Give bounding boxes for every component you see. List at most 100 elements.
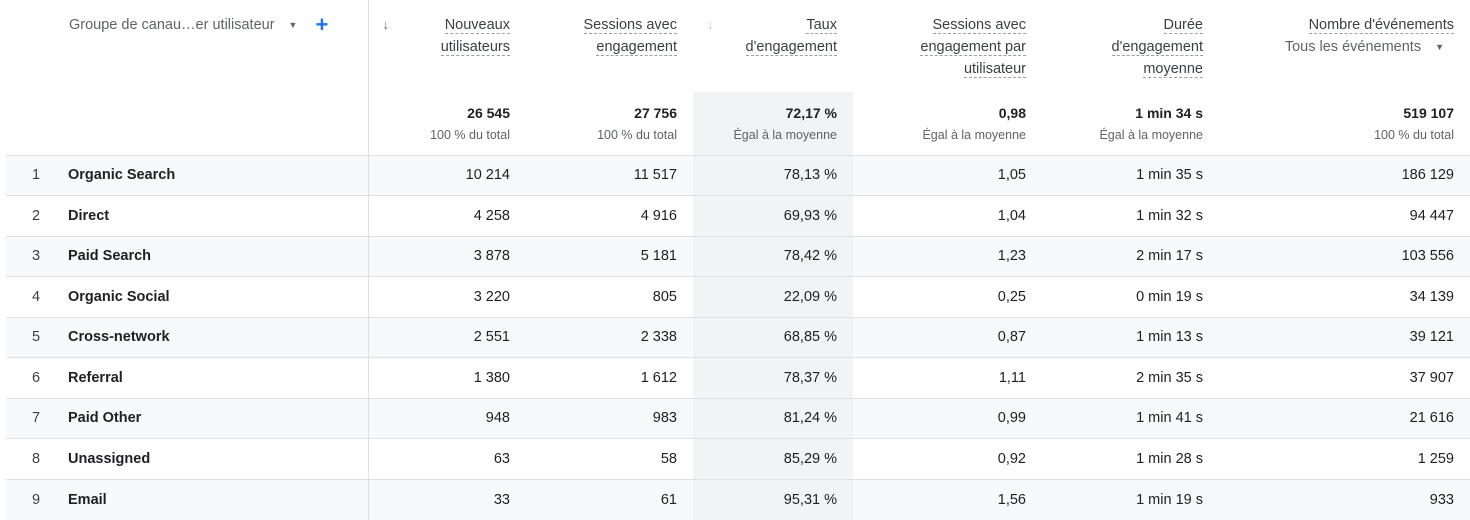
dimension-label: Groupe de canau…er utilisateur (69, 17, 275, 33)
metric-cell: 61 (526, 478, 693, 520)
metric-cell: 1,11 (853, 357, 1042, 398)
channel-label: Cross-network (68, 329, 170, 346)
total-value: 27 756 (634, 105, 677, 121)
column-header-engaged-sessions-per-user[interactable]: Sessions avec engagement par utilisateur (920, 17, 1026, 78)
metric-cell: 22,09 % (693, 276, 853, 317)
metric-cell: 1,04 (853, 195, 1042, 236)
table-row[interactable]: 5 Cross-network 2 551 2 338 68,85 % 0,87 1 min… (6, 316, 1470, 358)
metric-cell: 1 min 19 s (1042, 478, 1219, 520)
metric-cell: 1 min 28 s (1042, 438, 1219, 479)
metric-cell: 983 (526, 397, 693, 439)
metric-cell: 33 (368, 478, 526, 520)
row-number: 9 (32, 491, 41, 508)
table-row[interactable]: 2 Direct 4 258 4 916 69,93 % 1,04 1 min 32 s 94… (6, 195, 1470, 236)
row-number: 1 (32, 167, 41, 184)
dimension-cell: 8 Unassigned (6, 438, 369, 479)
plus-icon[interactable]: + (315, 12, 329, 38)
row-number: 7 (32, 410, 41, 427)
row-number: 5 (32, 329, 41, 346)
row-number: 6 (32, 369, 41, 386)
column-header-engaged-sessions[interactable]: Sessions avec engagement (583, 17, 677, 56)
metric-cell: 95,31 % (693, 478, 853, 520)
dimension-cell: 2 Direct (6, 195, 369, 236)
column-header-new-users[interactable]: ↓ Nouveaux utilisateurs (368, 0, 526, 92)
metric-cell: 85,29 % (693, 438, 853, 479)
metric-cell: 2 min 17 s (1042, 235, 1219, 277)
channel-label: Organic Social (68, 288, 170, 305)
dimension-cell: 7 Paid Other (6, 397, 369, 439)
metric-cell: 78,42 % (693, 235, 853, 277)
metric-cell: 1,23 (853, 235, 1042, 277)
metric-cell: 4 258 (368, 195, 526, 236)
metric-cell: 81,24 % (693, 397, 853, 439)
total-cell: 27 756 100 % du total (526, 92, 693, 155)
metric-cell: 3 878 (368, 235, 526, 277)
table-row[interactable]: 7 Paid Other 948 983 81,24 % 0,99 1 min 41 s 21… (6, 397, 1470, 439)
metric-cell: 0,25 (853, 276, 1042, 317)
dimension-cell: 4 Organic Social (6, 276, 369, 317)
metric-cell: 11 517 (526, 154, 693, 196)
metric-cell: 805 (526, 276, 693, 317)
table-row[interactable]: 9 Email 33 61 95,31 % 1,56 1 min 19 s 933 (6, 478, 1470, 520)
channel-label: Paid Search (68, 248, 152, 265)
metric-cell: 3 220 (368, 276, 526, 317)
total-value: 72,17 % (785, 105, 837, 121)
table-row[interactable]: 1 Organic Search 10 214 11 517 78,13 % 1,05 1 … (6, 154, 1470, 196)
dimension-cell: 9 Email (6, 478, 369, 520)
header-row: Groupe de canau…er utilisateur ▼ + ↓ Nouvea… (6, 0, 1470, 92)
metric-cell: 21 616 (1219, 397, 1470, 439)
dimension-cell: 1 Organic Search (6, 154, 369, 196)
arrow-down-icon[interactable]: ↓ (382, 17, 390, 32)
metric-cell: 1 612 (526, 357, 693, 398)
row-number: 3 (32, 248, 41, 265)
table-row[interactable]: 4 Organic Social 3 220 805 22,09 % 0,25 0 min … (6, 276, 1470, 317)
metric-cell: 2 551 (368, 316, 526, 358)
total-value: 1 min 34 s (1135, 105, 1203, 121)
caret-down-icon[interactable]: ▼ (288, 20, 298, 31)
metric-cell: 1 min 41 s (1042, 397, 1219, 439)
total-sub: 100 % du total (1374, 128, 1454, 142)
table-row[interactable]: 3 Paid Search 3 878 5 181 78,42 % 1,23 2 min 1… (6, 235, 1470, 277)
event-selector[interactable]: Tous les événements ▼ (1284, 39, 1444, 55)
total-cell: 1 min 34 s Égal à la moyenne (1042, 92, 1219, 155)
total-sub: Égal à la moyenne (1099, 128, 1203, 142)
metric-cell: 1,56 (853, 478, 1042, 520)
row-number: 4 (32, 288, 41, 305)
metric-cell: 78,13 % (693, 154, 853, 196)
total-value: 519 107 (1403, 105, 1454, 121)
channel-label: Referral (68, 369, 123, 386)
metric-cell: 63 (368, 438, 526, 479)
total-value: 26 545 (467, 105, 510, 121)
metric-cell: 10 214 (368, 154, 526, 196)
total-sub: Égal à la moyenne (922, 128, 1026, 142)
metric-cell: 1 min 32 s (1042, 195, 1219, 236)
metric-cell: 2 338 (526, 316, 693, 358)
metric-cell: 103 556 (1219, 235, 1470, 277)
column-header-event-count[interactable]: Nombre d'événements Tous les événements ▼ (1219, 0, 1470, 92)
caret-down-icon[interactable]: ▼ (1435, 42, 1444, 53)
metric-cell: 0,87 (853, 316, 1042, 358)
metric-cell: 94 447 (1219, 195, 1470, 236)
channel-label: Paid Other (68, 410, 142, 427)
metric-cell: 5 181 (526, 235, 693, 277)
metric-cell: 186 129 (1219, 154, 1470, 196)
total-sub: 100 % du total (430, 128, 510, 142)
metric-cell: 37 907 (1219, 357, 1470, 398)
totals-row: 26 545 100 % du total 27 756 100 % du total… (6, 92, 1470, 155)
metric-cell: 0 min 19 s (1042, 276, 1219, 317)
dimension-header[interactable]: Groupe de canau…er utilisateur ▼ + (6, 0, 369, 92)
arrow-down-icon[interactable]: ↓ (707, 17, 714, 32)
metric-cell: 34 139 (1219, 276, 1470, 317)
total-sub: 100 % du total (597, 128, 677, 142)
column-header-avg-engagement-time[interactable]: Durée d'engagement moyenne (1111, 17, 1203, 78)
total-value: 0,98 (998, 105, 1026, 121)
metric-cell: 78,37 % (693, 357, 853, 398)
table-row[interactable]: 6 Referral 1 380 1 612 78,37 % 1,11 2 min 35 s… (6, 357, 1470, 398)
metric-cell: 68,85 % (693, 316, 853, 358)
metric-cell: 0,92 (853, 438, 1042, 479)
total-cell: 0,98 Égal à la moyenne (853, 92, 1042, 155)
metric-cell: 1,05 (853, 154, 1042, 196)
column-header-engagement-rate[interactable]: ↓ Taux d'engagement (693, 0, 853, 92)
total-cell: 519 107 100 % du total (1219, 92, 1470, 155)
